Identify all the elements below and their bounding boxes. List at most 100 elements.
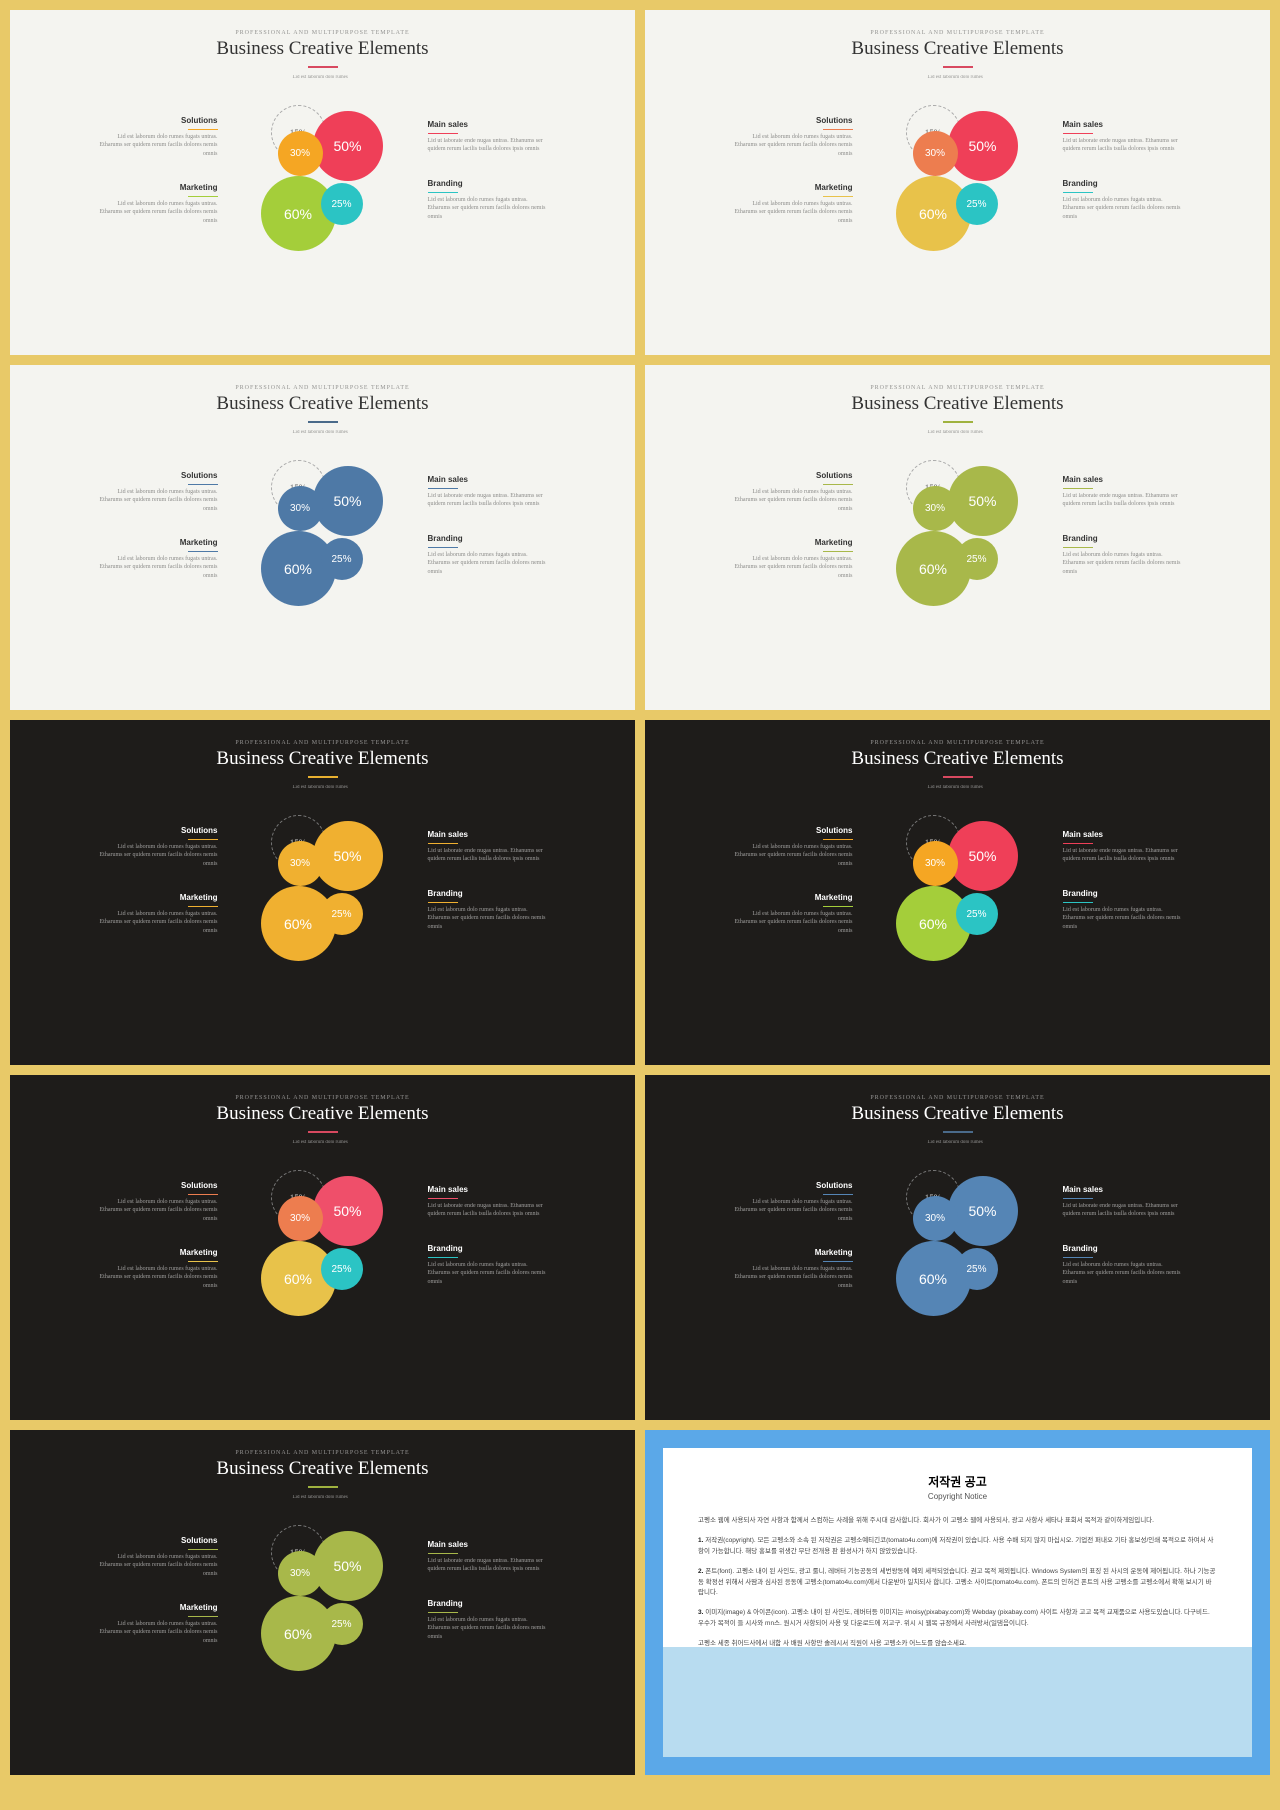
title: Business Creative Elements — [40, 393, 605, 415]
petal-chart: Lid est laborum dolo rumes 15% 50% 30% 6… — [233, 1158, 413, 1338]
title: Business Creative Elements — [675, 1103, 1240, 1125]
petal-4: 25% — [956, 538, 998, 580]
petal-2: 30% — [278, 131, 323, 176]
label-main-sales: Main sales — [428, 120, 548, 129]
desc: Lid ut laborate ende nugas untras. Ethan… — [1063, 137, 1183, 154]
label-solutions: Solutions — [733, 116, 853, 125]
accent-bar — [943, 66, 973, 68]
right-column: Main salesLid ut laborate ende nugas unt… — [1063, 830, 1183, 956]
petal-2: 30% — [913, 131, 958, 176]
desc: Lid est laborum dolo rumes fugats untras… — [98, 555, 218, 580]
label-main-sales: Main sales — [428, 1540, 548, 1549]
desc: Lid est laborum dolo rumes fugats untras… — [98, 843, 218, 868]
label-marketing: Marketing — [98, 893, 218, 902]
subtitle: PROFESSIONAL AND MULTIPURPOSE TEMPLATE — [40, 385, 605, 391]
title: Business Creative Elements — [675, 748, 1240, 770]
petal-1: 50% — [948, 821, 1018, 891]
label-marketing: Marketing — [98, 538, 218, 547]
petal-2: 30% — [278, 1196, 323, 1241]
desc: Lid ut laborate ende nugas untras. Ethan… — [1063, 1202, 1183, 1219]
desc: Lid est laborum dolo rumes fugats untras… — [733, 133, 853, 158]
petal-chart: Lid est laborum dolo rumes 15% 50% 30% 6… — [233, 93, 413, 273]
title: Business Creative Elements — [40, 748, 605, 770]
notice-subtitle: Copyright Notice — [698, 1492, 1217, 1501]
accent-bar — [943, 1131, 973, 1133]
notice-p2: 2. 폰트(font). 고펭소 내이 된 사인도, 광고 룰니, 레버터 기능… — [698, 1567, 1217, 1598]
desc: Lid est laborum dolo rumes fugats untras… — [733, 1198, 853, 1223]
right-column: Main sales Lid ut laborate ende nugas unt… — [428, 1185, 548, 1311]
accent-bar — [308, 1131, 338, 1133]
right-column: Main sales Lid ut laborate ende nugas unt… — [1063, 120, 1183, 246]
desc: Lid est laborum dolo rumes fugats untras… — [428, 1616, 548, 1641]
label-branding: Branding — [428, 889, 548, 898]
label-marketing: Marketing — [733, 538, 853, 547]
subtitle: PROFESSIONAL AND MULTIPURPOSE TEMPLATE — [40, 1095, 605, 1101]
right-column: Main salesLid ut laborate ende nugas unt… — [1063, 475, 1183, 601]
right-column: Main salesLid ut laborate ende nugas unt… — [428, 1540, 548, 1666]
accent-bar — [943, 421, 973, 423]
petal-1: 50% — [948, 466, 1018, 536]
top-label: Lid est laborum dolo rumes — [928, 75, 988, 80]
petal-chart: Lid est laborum dolo rumes 15% 50% 30% 6… — [868, 803, 1048, 983]
desc: Lid ut laborate ende nugas untras. Ethan… — [1063, 847, 1183, 864]
desc: Lid est laborum dolo rumes fugats untras… — [733, 1265, 853, 1290]
slide-4: PROFESSIONAL AND MULTIPURPOSE TEMPLATE B… — [645, 365, 1270, 710]
left-column: Solutions Lid est laborum dolo rumes fuga… — [98, 826, 218, 960]
label-solutions: Solutions — [98, 1536, 218, 1545]
petal-chart: Lid est laborum dolo rumes 15% 50% 30% 6… — [233, 803, 413, 983]
title: Business Creative Elements — [675, 393, 1240, 415]
label-main-sales: Main sales — [428, 830, 548, 839]
label-branding: Branding — [1063, 1244, 1183, 1253]
petal-1: 50% — [313, 821, 383, 891]
petal-chart: Lid est laborum dolo rumes 15% 50% 30% 6… — [233, 448, 413, 628]
notice-p3: 3. 이미지(image) & 아이콘(icon). 고펭소 내이 된 사인도,… — [698, 1608, 1217, 1629]
petal-4: 25% — [956, 1248, 998, 1290]
label-solutions: Solutions — [98, 116, 218, 125]
label-solutions: Solutions — [98, 826, 218, 835]
desc: Lid est laborum dolo rumes fugats untras… — [733, 200, 853, 225]
label-marketing: Marketing — [98, 1603, 218, 1612]
label-branding: Branding — [1063, 889, 1183, 898]
petal-4: 25% — [956, 893, 998, 935]
desc: Lid est laborum dolo rumes fugats untras… — [98, 1265, 218, 1290]
subtitle: PROFESSIONAL AND MULTIPURPOSE TEMPLATE — [40, 1450, 605, 1456]
slide-2: PROFESSIONAL AND MULTIPURPOSE TEMPLATE B… — [645, 10, 1270, 355]
petal-1: 50% — [313, 1176, 383, 1246]
left-column: SolutionsLid est laborum dolo rumes fuga… — [98, 471, 218, 605]
desc: Lid est laborum dolo rumes fugats untras… — [98, 1553, 218, 1578]
petal-chart: Lid est laborum dolo rumes 15% 50% 30% 6… — [868, 1158, 1048, 1338]
desc: Lid ut laborate ende nugas untras. Ethan… — [1063, 492, 1183, 509]
petal-1: 50% — [948, 1176, 1018, 1246]
label-solutions: Solutions — [98, 1181, 218, 1190]
notice-p4: 고펭소 세종 취어드사에서 내함 사 배원 사항만 솔레시서 직원이 사용 고펭… — [698, 1639, 1217, 1649]
top-label: Lid est laborum dolo rumes — [928, 430, 988, 435]
accent-bar — [943, 776, 973, 778]
desc: Lid est laborum dolo rumes fugats untras… — [733, 555, 853, 580]
desc: Lid ut laborate ende nugas untras. Ethan… — [428, 137, 548, 154]
desc: Lid est laborum dolo rumes fugats untras… — [428, 1261, 548, 1286]
desc: Lid est laborum dolo rumes fugats untras… — [428, 906, 548, 931]
slide-8: PROFESSIONAL AND MULTIPURPOSE TEMPLATE B… — [645, 1075, 1270, 1420]
left-column: Solutions Lid est laborum dolo rumes fuga… — [98, 116, 218, 250]
label-branding: Branding — [428, 534, 548, 543]
desc: Lid est laborum dolo rumes fugats untras… — [428, 551, 548, 576]
slide-7: PROFESSIONAL AND MULTIPURPOSE TEMPLATE B… — [10, 1075, 635, 1420]
petal-2: 30% — [913, 1196, 958, 1241]
accent-bar — [308, 1486, 338, 1488]
subtitle: PROFESSIONAL AND MULTIPURPOSE TEMPLATE — [675, 30, 1240, 36]
label-main-sales: Main sales — [428, 1185, 548, 1194]
petal-4: 25% — [321, 1603, 363, 1645]
desc: Lid est laborum dolo rumes fugats untras… — [1063, 196, 1183, 221]
petal-2: 30% — [913, 486, 958, 531]
top-label: Lid est laborum dolo rumes — [293, 430, 353, 435]
right-column: Main salesLid ut laborate ende nugas unt… — [428, 830, 548, 956]
label-main-sales: Main sales — [1063, 120, 1183, 129]
desc: Lid est laborum dolo rumes fugats untras… — [98, 133, 218, 158]
top-label: Lid est laborum dolo rumes — [293, 1140, 353, 1145]
desc: Lid ut laborate ende nugas untras. Ethan… — [428, 1202, 548, 1219]
notice-p1: 1. 저작권(copyright). 모든 고펭소와 소속 된 저작권은 고펭소… — [698, 1536, 1217, 1557]
desc: Lid est laborum dolo rumes fugats untras… — [733, 488, 853, 513]
accent-bar — [308, 421, 338, 423]
desc: Lid est laborum dolo rumes fugats untras… — [733, 910, 853, 935]
title: Business Creative Elements — [40, 1103, 605, 1125]
